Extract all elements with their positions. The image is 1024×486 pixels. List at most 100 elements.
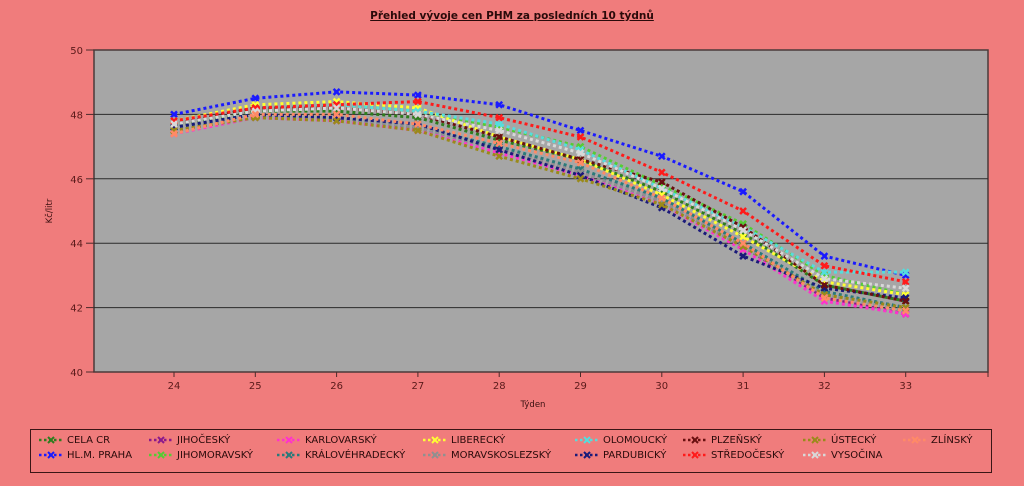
data-point <box>820 261 829 270</box>
series-line <box>173 90 907 277</box>
legend-swatch-icon <box>423 451 447 459</box>
legend-item: KARLOVARSKÝ <box>277 433 377 447</box>
series-line <box>173 116 906 313</box>
x-tick-label: 26 <box>330 381 343 392</box>
data-point <box>657 168 666 177</box>
series-zlinsky <box>170 110 910 315</box>
legend-item: VYSOČINA <box>803 448 882 462</box>
series-layer <box>170 87 910 318</box>
data-point <box>414 91 422 99</box>
legend-item: JIHOČESKÝ <box>149 433 230 447</box>
y-axis-title: Kč/litr <box>44 198 55 223</box>
legend-label: LIBERECKÝ <box>451 434 506 446</box>
x-tick-label: 31 <box>737 381 750 392</box>
data-point <box>576 133 585 141</box>
legend-label: ÚSTECKÝ <box>831 434 877 446</box>
data-point <box>576 126 585 135</box>
x-tick-label: 25 <box>249 381 262 392</box>
axes: 40 42 44 46 48 50 24 25 26 27 28 29 30 31 32 33 <box>70 46 989 392</box>
data-point <box>657 152 666 161</box>
data-point <box>332 110 341 119</box>
data-point <box>332 104 341 112</box>
data-point <box>414 110 422 119</box>
x-tick-label: 24 <box>168 381 181 392</box>
data-point <box>576 149 585 157</box>
data-point <box>495 152 504 161</box>
legend-swatch-icon <box>683 451 707 459</box>
data-point <box>576 158 585 167</box>
series-line <box>173 116 906 316</box>
data-point <box>820 252 829 260</box>
chart-title: Přehled vývoje cen PHM za posledních 10 … <box>370 10 654 22</box>
series-line <box>173 100 906 284</box>
legend-label: KRÁLOVÉHRADECKÝ <box>305 449 406 461</box>
y-tick-label: 48 <box>70 110 83 121</box>
data-point <box>739 207 747 215</box>
data-point <box>332 87 341 96</box>
legend-swatch-icon <box>149 436 173 444</box>
legend-label: JIHOMORAVSKÝ <box>177 449 254 461</box>
data-point <box>820 268 829 277</box>
legend-swatch-icon <box>39 436 63 444</box>
legend-label: KARLOVARSKÝ <box>305 434 377 446</box>
data-point <box>739 239 747 248</box>
data-point <box>739 232 747 241</box>
legend-label: HL.M. PRAHA <box>67 449 133 461</box>
data-point <box>901 284 910 293</box>
data-point <box>657 194 666 203</box>
data-point <box>901 277 910 286</box>
y-tick-label: 46 <box>70 175 83 186</box>
data-point <box>332 116 341 125</box>
plot-area <box>93 49 989 373</box>
data-point <box>820 274 829 283</box>
legend-label: VYSOČINA <box>831 449 883 461</box>
data-point <box>901 297 910 306</box>
legend-item: PLZEŇSKÝ <box>683 433 762 447</box>
legend-label: CELA CR <box>67 434 111 446</box>
series-line <box>173 116 906 310</box>
legend-item: KRÁLOVÉHRADECKÝ <box>277 448 405 462</box>
series-line <box>173 112 906 300</box>
data-point <box>170 110 178 119</box>
data-point <box>576 174 585 183</box>
data-point <box>170 129 178 138</box>
legend-swatch-icon <box>39 451 63 459</box>
series-line <box>173 112 906 313</box>
legend-label: ZLÍNSKÝ <box>931 434 973 446</box>
x-tick-label: 33 <box>899 381 912 392</box>
legend-item: HL.M. PRAHA <box>39 448 132 462</box>
data-point <box>495 145 504 154</box>
legend-swatch-icon <box>803 436 827 444</box>
data-point <box>495 100 504 109</box>
data-point <box>820 294 829 302</box>
legend-swatch-icon <box>903 436 927 444</box>
x-tick-label: 27 <box>412 381 425 392</box>
legend-swatch-icon <box>803 451 827 459</box>
data-point <box>495 139 504 148</box>
data-point <box>170 120 178 128</box>
legend-label: JIHOČESKÝ <box>177 434 231 446</box>
y-tick-label: 40 <box>70 368 83 379</box>
legend-swatch-icon <box>575 451 599 459</box>
series-line <box>173 106 906 290</box>
data-point <box>251 110 260 119</box>
series-stredocesky <box>170 97 910 286</box>
legend-label: OLOMOUCKÝ <box>603 434 668 446</box>
data-point <box>414 120 422 128</box>
legend-label: PLZEŇSKÝ <box>711 434 762 446</box>
legend-item: LIBERECKÝ <box>423 433 505 447</box>
data-point <box>251 94 260 103</box>
legend-item: MORAVSKOSLEZSKÝ <box>423 448 551 462</box>
data-point <box>495 133 504 141</box>
data-point <box>739 252 747 260</box>
data-point <box>414 126 422 135</box>
legend: CELA CR JIHOČESKÝ KARLOVARSKÝ LIBERECKÝ OLOM… <box>30 429 992 473</box>
data-point <box>901 306 910 315</box>
data-point <box>495 126 504 135</box>
legend-item: ZLÍNSKÝ <box>903 433 973 447</box>
legend-item: ÚSTECKÝ <box>803 433 876 447</box>
x-tick-label: 28 <box>493 381 506 392</box>
legend-item: JIHOMORAVSKÝ <box>149 448 253 462</box>
legend-swatch-icon <box>277 451 301 459</box>
